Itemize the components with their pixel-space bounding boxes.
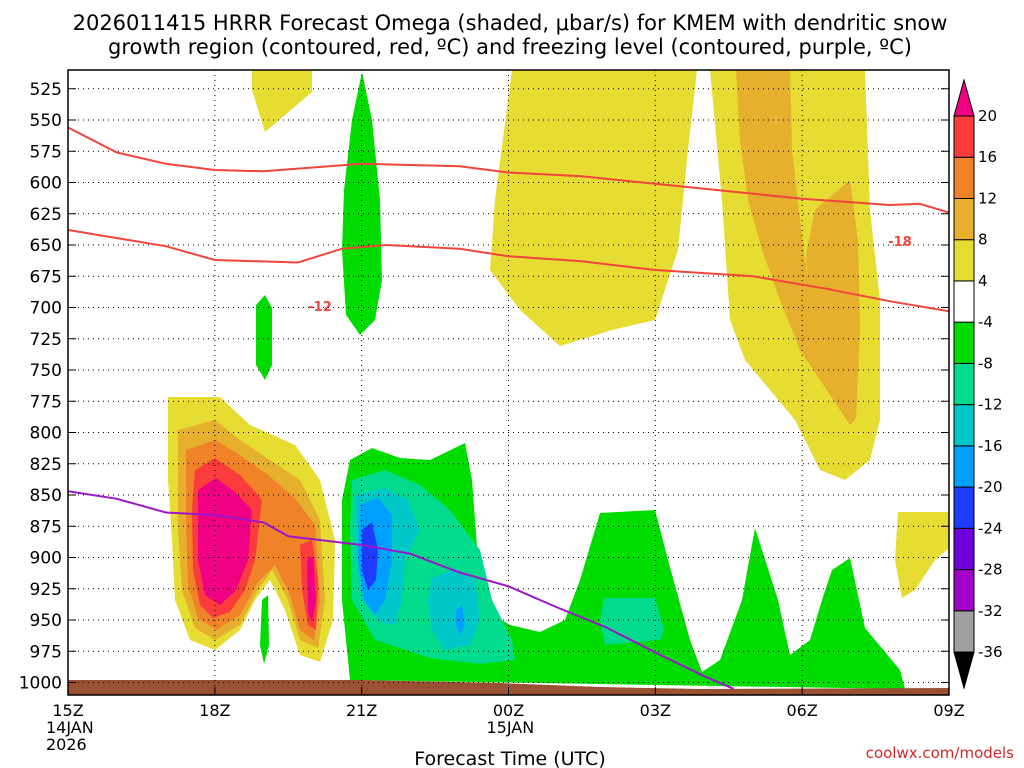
colorbar-label: -16 xyxy=(978,437,1003,455)
omega-shade-orange xyxy=(736,70,855,425)
colorbar-label: 12 xyxy=(978,189,997,207)
colorbar: 20 16 12 8 4 -4 -8 -12 -16 -20 -24 -28 -32 -36 xyxy=(953,78,1003,690)
omega-shade-yellow xyxy=(252,70,312,132)
x-tick-label: 14JAN xyxy=(46,718,94,737)
contour-label-minus12: -12 xyxy=(308,300,332,315)
x-tick-label: 06Z xyxy=(787,701,818,720)
y-tick-label: 800 xyxy=(30,424,62,444)
omega-shade-magenta xyxy=(307,556,316,622)
x-tick-label: 03Z xyxy=(640,701,671,720)
colorbar-label: -24 xyxy=(978,519,1003,537)
colorbar-label: 16 xyxy=(978,148,997,166)
colorbar-label: -36 xyxy=(978,643,1003,661)
plot-area: -12 -18 xyxy=(68,70,949,695)
y-tick-label: 550 xyxy=(30,111,62,131)
y-axis: 525 550 575 600 625 650 675 700 725 750 775 800 825 8… xyxy=(19,80,949,694)
colorbar-segment xyxy=(953,362,975,406)
x-tick-label: 15JAN xyxy=(487,718,535,737)
colorbar-label: -8 xyxy=(978,354,993,372)
omega-shade-lightblue xyxy=(456,605,465,635)
colorbar-segment xyxy=(953,527,975,571)
y-tick-label: 725 xyxy=(30,330,62,350)
grid-lines xyxy=(68,70,949,695)
colorbar-segment xyxy=(953,610,975,653)
y-tick-label: 575 xyxy=(30,142,62,162)
omega-shade-blue xyxy=(362,522,378,590)
colorbar-segment xyxy=(953,239,975,282)
colorbar-label: 4 xyxy=(978,272,988,290)
x-tick-label: 2026 xyxy=(46,735,87,754)
y-tick-label: 750 xyxy=(30,361,62,381)
y-tick-label: 850 xyxy=(30,486,62,506)
x-tick-label: 00Z xyxy=(493,701,524,720)
colorbar-arrow-bottom xyxy=(953,651,975,690)
y-tick-label: 525 xyxy=(30,80,62,100)
y-tick-label: 975 xyxy=(30,642,62,662)
omega-shade-yellow xyxy=(490,70,697,346)
colorbar-segment xyxy=(953,280,975,323)
freezing-level-contour xyxy=(68,490,734,690)
colorbar-label: -28 xyxy=(978,561,1003,579)
y-tick-label: 1000 xyxy=(19,674,62,694)
chart-title-line-2: growth region (contoured, red, ºC) and f… xyxy=(108,35,912,59)
omega-shade-green xyxy=(260,595,269,664)
shaded-omega-regions xyxy=(168,70,949,689)
omega-shade-cyan xyxy=(428,568,480,650)
y-tick-label: 875 xyxy=(30,517,62,537)
x-tick-label: 09Z xyxy=(933,701,964,720)
x-tick-label: 15Z xyxy=(52,701,83,720)
omega-shade-green xyxy=(256,295,272,380)
colorbar-segment xyxy=(953,569,975,612)
colorbar-arrow-top xyxy=(953,78,975,117)
y-tick-label: 925 xyxy=(30,580,62,600)
colorbar-segment xyxy=(953,445,975,488)
credit-text: coolwx.com/models xyxy=(866,744,1014,762)
x-tick-label: 21Z xyxy=(346,701,377,720)
colorbar-segment xyxy=(953,321,975,364)
omega-shade-yellow xyxy=(895,512,949,598)
colorbar-label: 20 xyxy=(978,107,997,125)
y-tick-label: 775 xyxy=(30,392,62,412)
colorbar-segment xyxy=(953,156,975,199)
x-axis-label: Forecast Time (UTC) xyxy=(414,748,605,768)
omega-shade-teal xyxy=(600,598,664,645)
omega-shade-orange xyxy=(806,180,860,420)
colorbar-label: -4 xyxy=(978,313,993,331)
colorbar-label: -32 xyxy=(978,602,1003,620)
colorbar-label: -12 xyxy=(978,396,1003,414)
y-tick-label: 825 xyxy=(30,455,62,475)
y-tick-label: 700 xyxy=(30,299,62,319)
omega-shade-magenta xyxy=(198,478,252,605)
dgz-minus18-contour xyxy=(68,126,949,214)
colorbar-label: -20 xyxy=(978,478,1003,496)
y-tick-label: 625 xyxy=(30,205,62,225)
colorbar-label: 8 xyxy=(978,231,988,249)
contour-label-minus18: -18 xyxy=(888,235,912,250)
colorbar-segment xyxy=(953,486,975,529)
y-tick-label: 650 xyxy=(30,236,62,256)
x-tick-label: 18Z xyxy=(199,701,230,720)
colorbar-segment xyxy=(953,197,975,241)
dgz-minus12-contour xyxy=(68,229,949,313)
colorbar-segment xyxy=(953,404,975,447)
y-tick-label: 950 xyxy=(30,611,62,631)
y-tick-label: 600 xyxy=(30,174,62,194)
colorbar-segment xyxy=(953,115,975,158)
y-tick-label: 675 xyxy=(30,267,62,287)
chart-title-line-1: 2026011415 HRRR Forecast Omega (shaded, … xyxy=(73,11,948,35)
y-tick-label: 900 xyxy=(30,549,62,569)
omega-shade-green xyxy=(342,72,382,335)
